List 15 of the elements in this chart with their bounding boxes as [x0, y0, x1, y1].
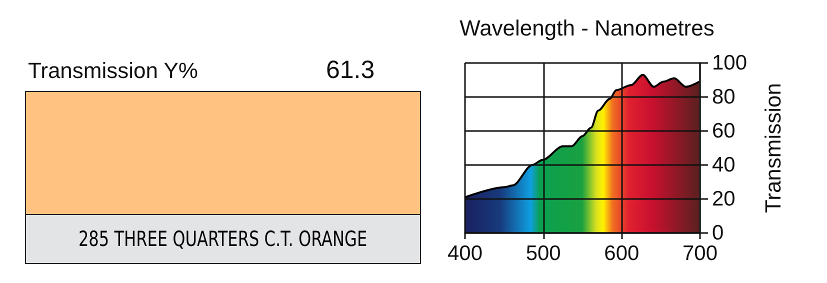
y-tick-label: 40 — [712, 154, 736, 176]
y-tick-label: 60 — [712, 120, 736, 142]
y-tick-label: 100 — [712, 52, 748, 74]
x-tick-label: 600 — [604, 242, 640, 265]
x-tick-label: 700 — [682, 242, 718, 265]
x-tick-label: 500 — [526, 242, 561, 265]
y-tick-label: 0 — [712, 222, 724, 244]
text: Transmission Y% — [28, 58, 198, 84]
x-tick-label: 400 — [447, 242, 483, 265]
y-tick-label: 80 — [712, 86, 736, 108]
text: 61.3 — [326, 56, 375, 85]
y-tick-label: 20 — [712, 188, 736, 210]
x-axis-title: Wavelength - Nanometres — [460, 16, 714, 40]
y-axis-title: Transmission — [760, 83, 786, 213]
text: 285 THREE QUARTERS C.T. ORANGE — [78, 227, 368, 251]
